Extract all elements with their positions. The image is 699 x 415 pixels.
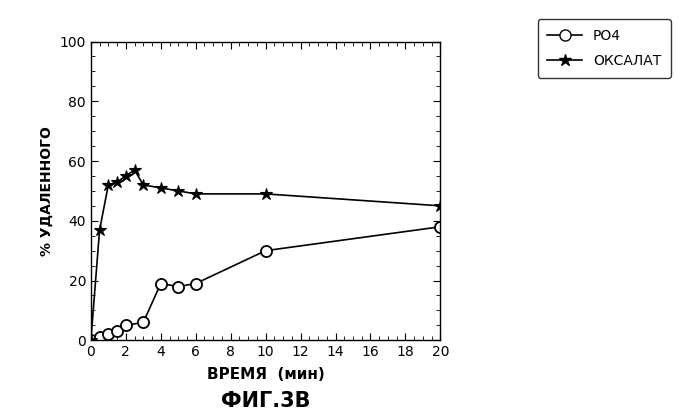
- X-axis label: ВРЕМЯ  (мин): ВРЕМЯ (мин): [207, 368, 324, 383]
- ОКСАЛАТ: [174, 188, 182, 193]
- РО4: [157, 281, 165, 286]
- РО4: [113, 329, 122, 334]
- Y-axis label: % УДАЛЕННОГО: % УДАЛЕННОГО: [40, 126, 54, 256]
- РО4: [192, 281, 200, 286]
- РО4: [261, 248, 270, 253]
- ОКСАЛАТ: [157, 186, 165, 190]
- ОКСАЛАТ: [436, 203, 445, 208]
- Line: ОКСАЛАТ: ОКСАЛАТ: [85, 164, 447, 347]
- Text: ФИГ.3В: ФИГ.3В: [221, 391, 310, 411]
- РО4: [104, 332, 113, 337]
- РО4: [174, 284, 182, 289]
- ОКСАЛАТ: [192, 191, 200, 196]
- ОКСАЛАТ: [113, 179, 122, 184]
- ОКСАЛАТ: [104, 183, 113, 188]
- ОКСАЛАТ: [261, 191, 270, 196]
- РО4: [122, 323, 130, 328]
- ОКСАЛАТ: [87, 338, 95, 343]
- РО4: [87, 338, 95, 343]
- РО4: [95, 335, 104, 340]
- ОКСАЛАТ: [95, 227, 104, 232]
- Legend: РО4, ОКСАЛАТ: РО4, ОКСАЛАТ: [538, 20, 671, 78]
- ОКСАЛАТ: [139, 183, 147, 188]
- ОКСАЛАТ: [130, 168, 138, 173]
- РО4: [139, 320, 147, 325]
- РО4: [436, 224, 445, 229]
- ОКСАЛАТ: [122, 173, 130, 178]
- Line: РО4: РО4: [85, 221, 446, 346]
